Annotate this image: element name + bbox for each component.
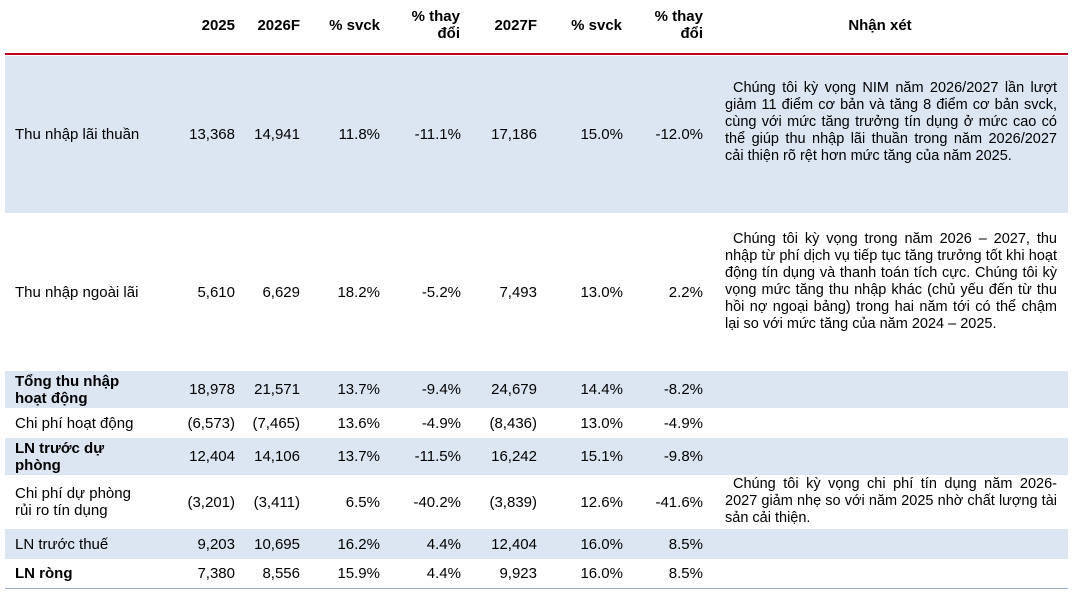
cell-svck-2026: 18.2% — [337, 283, 380, 301]
cell-2026: 6,629 — [262, 283, 300, 301]
header-thaydoi-2026-line1: % thay — [411, 8, 460, 25]
cell-2025: (6,573) — [187, 414, 235, 432]
cell-svck-2026: 13.7% — [337, 448, 380, 465]
cell-thaydoi-2026: -9.4% — [421, 381, 461, 398]
header-thaydoi-2027: % thay đổi — [635, 8, 703, 42]
cell-2027: (8,436) — [489, 414, 537, 432]
cell-2027: 17,186 — [491, 126, 537, 143]
cell-thaydoi-2026: -11.5% — [414, 448, 461, 465]
row-label: Thu nhập ngoài lãi — [15, 283, 139, 301]
row-label: LN trước dự phòng — [15, 439, 105, 474]
cell-svck-2027: 16.0% — [580, 535, 623, 553]
table-header: 2025 2026F % svck % thay đổi 2027F % svc… — [5, 0, 1068, 55]
table-row: Thu nhập lãi thuần 13,368 14,941 11.8% -… — [5, 56, 1068, 213]
table-row: Chi phí dự phòng rủi ro tín dụng (3,201) … — [5, 475, 1068, 529]
header-thaydoi-2027-line2: đổi — [680, 25, 704, 42]
table-row: Chi phí hoạt động (6,573) (7,465) 13.6% … — [5, 408, 1068, 438]
cell-svck-2026: 13.7% — [337, 381, 380, 398]
cell-thaydoi-2026: -4.9% — [421, 414, 461, 432]
row-label: LN ròng — [15, 565, 73, 582]
row-label: Chi phí dự phòng rủi ro tín dụng — [15, 485, 131, 519]
header-nhanxet: Nhận xét — [848, 17, 912, 34]
comment-non-interest: Chúng tôi kỳ vọng trong năm 2026 – 2027,… — [725, 231, 1057, 332]
cell-thaydoi-2027: -9.8% — [663, 448, 703, 465]
cell-svck-2027: 12.6% — [580, 493, 623, 511]
cell-svck-2027: 13.0% — [580, 283, 623, 301]
table-row: LN ròng 7,380 8,556 15.9% 4.4% 9,923 16.… — [5, 559, 1068, 588]
row-label: Thu nhập lãi thuần — [15, 126, 140, 143]
header-thaydoi-2026: % thay đổi — [395, 8, 460, 42]
header-2026f: 2026F — [257, 17, 300, 34]
cell-2027: 7,493 — [499, 283, 537, 301]
cell-thaydoi-2027: 8.5% — [668, 565, 703, 582]
cell-2027: (3,839) — [489, 493, 537, 511]
table-row: Thu nhập ngoài lãi 5,610 6,629 18.2% -5.… — [5, 213, 1068, 371]
cell-svck-2027: 15.1% — [580, 448, 623, 465]
header-2025: 2025 — [201, 17, 235, 34]
cell-2025: 5,610 — [197, 283, 235, 301]
table-row: LN trước dự phòng 12,404 14,106 13.7% -11… — [5, 438, 1068, 475]
comment-credit-cost: Chúng tôi kỳ vọng chi phí tín dụng năm 2… — [725, 476, 1057, 526]
cell-thaydoi-2027: -41.6% — [655, 493, 703, 511]
row-label: Chi phí hoạt động — [15, 414, 134, 432]
header-2027f: 2027F — [494, 17, 537, 34]
cell-2027: 16,242 — [491, 448, 537, 465]
cell-thaydoi-2027: -12.0% — [655, 126, 703, 143]
cell-svck-2026: 15.9% — [337, 565, 380, 582]
cell-2026: 14,106 — [254, 448, 300, 465]
cell-2025: 13,368 — [189, 126, 235, 143]
cell-2026: 14,941 — [254, 126, 300, 143]
table-row: LN trước thuế 9,203 10,695 16.2% 4.4% 12… — [5, 529, 1068, 559]
header-thaydoi-2027-line1: % thay — [654, 8, 703, 25]
cell-thaydoi-2026: 4.4% — [426, 565, 461, 582]
cell-2025: (3,201) — [187, 493, 235, 511]
cell-svck-2027: 16.0% — [580, 565, 623, 582]
cell-thaydoi-2026: 4.4% — [426, 535, 461, 553]
header-svck-2027: % svck — [571, 17, 622, 34]
cell-2027: 9,923 — [499, 565, 537, 582]
cell-thaydoi-2027: -8.2% — [663, 381, 703, 398]
cell-2026: (3,411) — [253, 493, 300, 511]
cell-svck-2027: 14.4% — [580, 381, 623, 398]
cell-svck-2026: 13.6% — [337, 414, 380, 432]
cell-svck-2026: 16.2% — [337, 535, 380, 553]
cell-2026: (7,465) — [252, 414, 300, 432]
cell-2025: 7,380 — [197, 565, 235, 582]
cell-thaydoi-2026: -40.2% — [413, 493, 461, 511]
cell-thaydoi-2026: -5.2% — [421, 283, 461, 301]
comment-nim: Chúng tôi kỳ vọng NIM năm 2026/2027 lần … — [725, 80, 1057, 164]
cell-thaydoi-2027: 8.5% — [668, 535, 703, 553]
cell-svck-2027: 15.0% — [580, 126, 623, 143]
cell-thaydoi-2026: -11.1% — [414, 126, 461, 143]
cell-svck-2026: 6.5% — [345, 493, 380, 511]
cell-2027: 24,679 — [491, 381, 537, 398]
cell-2026: 8,556 — [262, 565, 300, 582]
cell-svck-2027: 13.0% — [580, 414, 623, 432]
cell-2025: 18,978 — [189, 381, 235, 398]
cell-svck-2026: 11.8% — [338, 126, 380, 143]
cell-2025: 12,404 — [189, 448, 235, 465]
row-label: LN trước thuế — [15, 535, 109, 553]
row-label: Tổng thu nhập hoạt động — [15, 372, 120, 407]
cell-2025: 9,203 — [197, 535, 235, 553]
cell-thaydoi-2027: 2.2% — [668, 283, 703, 301]
cell-2026: 10,695 — [254, 535, 300, 553]
table-row: Tổng thu nhập hoạt động 18,978 21,571 13.… — [5, 371, 1068, 408]
cell-2027: 12,404 — [491, 535, 537, 553]
cell-thaydoi-2027: -4.9% — [663, 414, 703, 432]
cell-2026: 21,571 — [254, 381, 300, 398]
header-svck-2026: % svck — [329, 17, 380, 34]
header-thaydoi-2026-line2: đổi — [437, 25, 461, 42]
table-bottom-rule — [5, 588, 1068, 589]
